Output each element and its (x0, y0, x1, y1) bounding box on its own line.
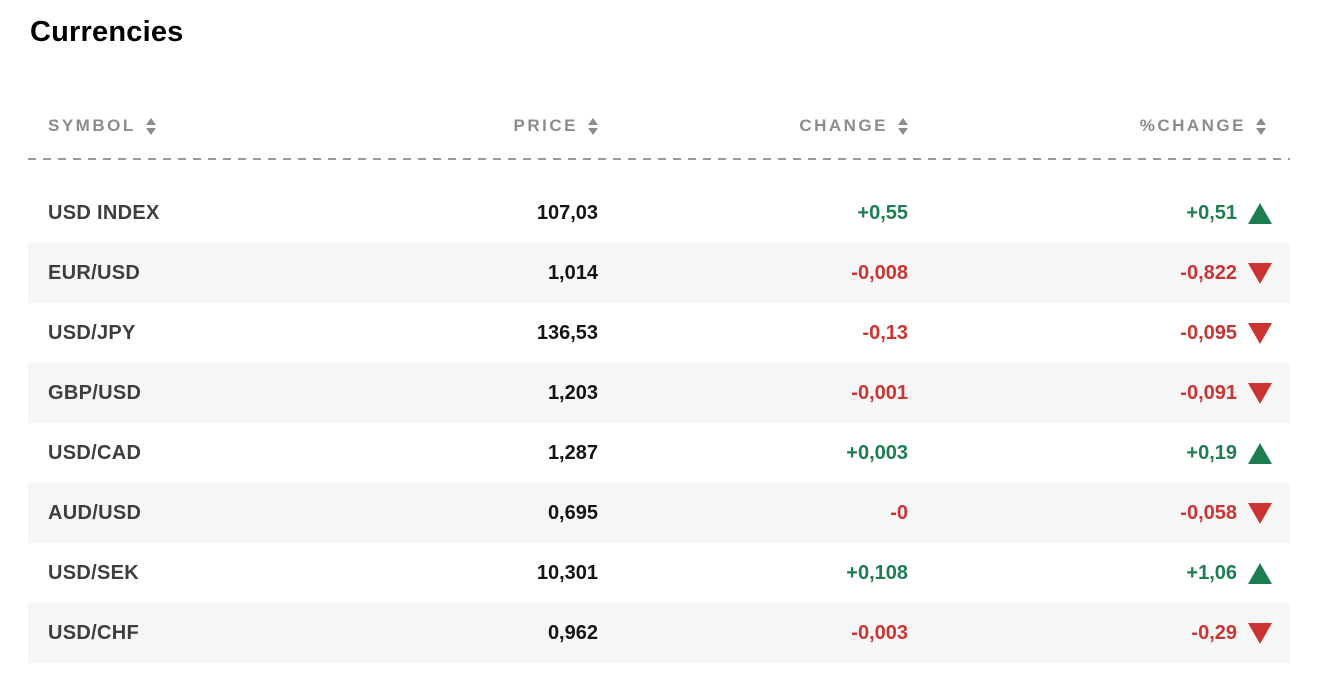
pct-change-value: +1,06 (1186, 561, 1237, 584)
table-row[interactable]: USD/SEK 10,301 +0,108 +1,06 (28, 543, 1290, 603)
trend-down-icon (1248, 262, 1272, 284)
table-row[interactable]: AUD/USD 0,695 -0 -0,058 (28, 483, 1290, 543)
column-header-change-label: CHANGE (799, 116, 888, 135)
table-row[interactable]: EUR/USD 1,014 -0,008 -0,822 (28, 243, 1290, 303)
pct-change-cell: -0,058 (908, 502, 1290, 525)
pct-change-value: -0,822 (1180, 261, 1237, 284)
change-cell: -0,13 (862, 321, 908, 344)
pct-change-cell: +0,51 (908, 202, 1290, 225)
pct-change-value: -0,058 (1180, 501, 1237, 524)
symbol-cell[interactable]: USD/SEK (48, 561, 140, 584)
symbol-cell[interactable]: USD INDEX (48, 201, 160, 224)
trend-down-icon (1248, 322, 1272, 344)
pct-change-cell: +0,19 (908, 442, 1290, 465)
table-row[interactable]: GBP/USD 1,203 -0,001 -0,091 (28, 363, 1290, 423)
symbol-cell[interactable]: GBP/USD (48, 381, 142, 404)
column-header-pct-change-label: %CHANGE (1139, 116, 1246, 135)
header-divider (28, 158, 1290, 160)
trend-up-icon (1248, 442, 1272, 464)
column-header-change[interactable]: CHANGE (598, 116, 908, 136)
pct-change-value: +0,19 (1186, 441, 1237, 464)
pct-change-cell: -0,091 (908, 382, 1290, 405)
table-row[interactable]: USD INDEX 107,03 +0,55 +0,51 (28, 183, 1290, 243)
price-cell: 1,287 (547, 441, 598, 464)
symbol-cell[interactable]: USD/CHF (48, 621, 139, 644)
sort-arrows-icon[interactable] (898, 117, 908, 135)
pct-change-value: +0,51 (1186, 201, 1237, 224)
pct-change-cell: -0,822 (908, 262, 1290, 285)
trend-up-icon (1248, 562, 1272, 584)
change-cell: +0,108 (846, 561, 908, 584)
change-cell: +0,003 (846, 441, 908, 464)
pct-change-cell: -0,29 (908, 622, 1290, 645)
pct-change-cell: +1,06 (908, 562, 1290, 585)
price-cell: 10,301 (536, 561, 598, 584)
column-header-symbol[interactable]: SYMBOL (28, 116, 408, 136)
price-cell: 0,962 (547, 621, 598, 644)
column-header-price-label: PRICE (513, 116, 578, 135)
symbol-cell[interactable]: AUD/USD (48, 501, 142, 524)
page-title: Currencies (30, 16, 184, 48)
trend-down-icon (1248, 622, 1272, 644)
change-cell: -0,008 (851, 261, 908, 284)
price-cell: 136,53 (536, 321, 598, 344)
symbol-cell[interactable]: USD/CAD (48, 441, 142, 464)
trend-down-icon (1248, 502, 1272, 524)
sort-arrows-icon[interactable] (1256, 117, 1266, 135)
table-row[interactable]: USD/CHF 0,962 -0,003 -0,29 (28, 603, 1290, 663)
price-cell: 1,014 (547, 261, 598, 284)
table-body: USD INDEX 107,03 +0,55 +0,51 EUR/USD 1,0… (28, 183, 1290, 663)
table-row[interactable]: USD/JPY 136,53 -0,13 -0,095 (28, 303, 1290, 363)
price-cell: 0,695 (547, 501, 598, 524)
symbol-cell[interactable]: EUR/USD (48, 261, 141, 284)
pct-change-cell: -0,095 (908, 322, 1290, 345)
pct-change-value: -0,29 (1191, 621, 1237, 644)
column-header-symbol-label: SYMBOL (48, 116, 136, 135)
trend-up-icon (1248, 202, 1272, 224)
symbol-cell[interactable]: USD/JPY (48, 321, 136, 344)
price-cell: 1,203 (547, 381, 598, 404)
currencies-table: SYMBOL PRICE CHANGE %CHANGE USD INDEX 10… (28, 116, 1290, 663)
column-header-price[interactable]: PRICE (408, 116, 598, 136)
change-cell: +0,55 (857, 201, 908, 224)
change-cell: -0,003 (851, 621, 908, 644)
change-cell: -0,001 (851, 381, 908, 404)
sort-arrows-icon[interactable] (145, 117, 156, 135)
pct-change-value: -0,095 (1180, 321, 1237, 344)
trend-down-icon (1248, 382, 1272, 404)
table-row[interactable]: USD/CAD 1,287 +0,003 +0,19 (28, 423, 1290, 483)
table-header-row: SYMBOL PRICE CHANGE %CHANGE (28, 116, 1290, 136)
currencies-panel: Currencies SYMBOL PRICE CHANGE %CHANGE (28, 16, 1290, 663)
sort-arrows-icon[interactable] (588, 117, 598, 135)
change-cell: -0 (890, 501, 908, 524)
column-header-pct-change[interactable]: %CHANGE (908, 116, 1290, 136)
price-cell: 107,03 (536, 201, 598, 224)
pct-change-value: -0,091 (1180, 381, 1237, 404)
